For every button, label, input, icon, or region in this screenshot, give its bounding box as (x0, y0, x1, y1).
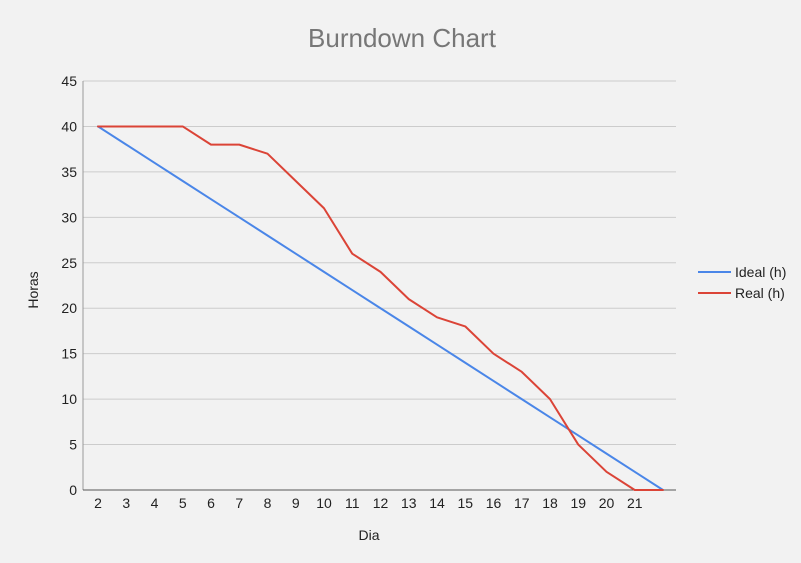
x-tick-label: 7 (235, 495, 243, 511)
chart-title: Burndown Chart (308, 23, 497, 53)
y-tick-label: 25 (61, 255, 77, 271)
legend-label: Real (h) (735, 285, 785, 301)
y-tick-label: 40 (61, 118, 77, 134)
x-tick-label: 3 (122, 495, 130, 511)
y-tick-label: 45 (61, 73, 77, 89)
legend-label: Ideal (h) (735, 264, 786, 280)
x-tick-label: 14 (429, 495, 445, 511)
x-tick-label: 4 (151, 495, 159, 511)
x-tick-label: 6 (207, 495, 215, 511)
y-tick-label: 20 (61, 300, 77, 316)
y-tick-label: 35 (61, 164, 77, 180)
x-tick-label: 18 (542, 495, 558, 511)
x-tick-label: 11 (345, 495, 360, 511)
x-tick-label: 9 (292, 495, 300, 511)
y-axis-title: Horas (25, 271, 41, 308)
y-tick-label: 10 (61, 391, 77, 407)
y-tick-label: 5 (69, 437, 77, 453)
x-tick-label: 21 (627, 495, 643, 511)
x-tick-label: 10 (316, 495, 332, 511)
x-tick-label: 13 (401, 495, 417, 511)
x-tick-label: 5 (179, 495, 187, 511)
x-axis-title: Dia (358, 527, 379, 543)
x-tick-label: 20 (599, 495, 615, 511)
x-tick-label: 2 (94, 495, 102, 511)
x-tick-label: 17 (514, 495, 530, 511)
x-tick-label: 16 (486, 495, 502, 511)
x-tick-label: 8 (264, 495, 272, 511)
y-tick-label: 15 (61, 346, 77, 362)
x-tick-label: 19 (570, 495, 586, 511)
series-line-real-h (97, 125, 664, 491)
x-tick-label: 12 (373, 495, 389, 511)
y-tick-label: 30 (61, 209, 77, 225)
x-tick-label: 15 (457, 495, 473, 511)
y-tick-label: 0 (69, 482, 77, 498)
